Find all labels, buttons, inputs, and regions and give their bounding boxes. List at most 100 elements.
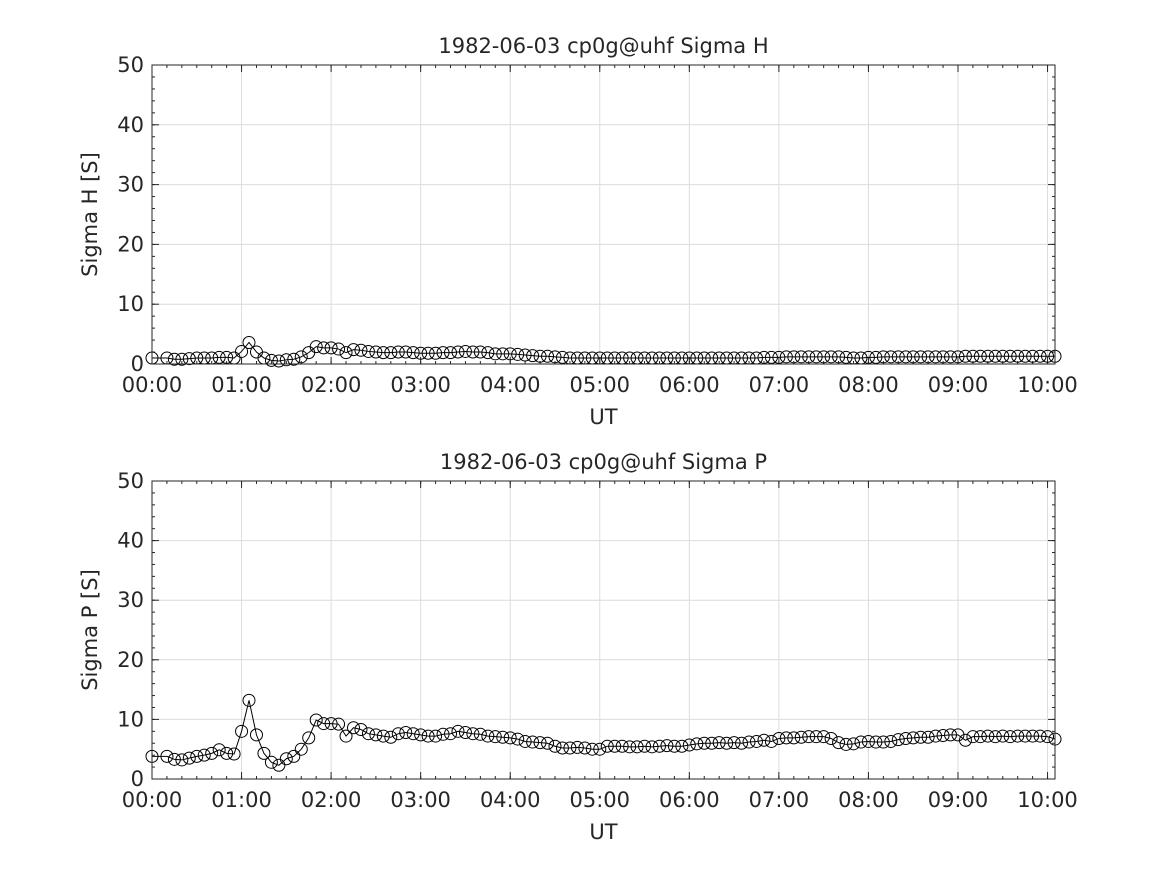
sigma-h-series-line [152,341,1055,362]
sigma-p-data-point [772,731,786,745]
sigma-p-data-point [958,733,972,747]
sigma-h-data-point [1011,349,1025,363]
sigma-h-data-point [981,349,995,363]
sigma-h-data-point [787,350,801,364]
sigma-p-data-point [906,731,920,745]
sigma-p-data-point [623,740,637,754]
sigma-h-data-point [220,350,234,364]
x-tick-label: 05:00 [570,788,631,812]
sigma-h-data-point [182,352,196,366]
sigma-h-data-point [548,350,562,364]
sigma-p-data-point [809,730,823,744]
x-tick-label: 03:00 [390,788,451,812]
sigma-p-data-point [1041,730,1055,744]
sigma-h-data-point [406,346,420,360]
sigma-h-data-point [294,350,308,364]
sigma-h-data-point [503,347,517,361]
sigma-p-data-point [824,731,838,745]
sigma-h-data-point [429,346,443,360]
y-tick-label: 20 [117,232,144,256]
sigma-h-data-point [332,342,346,356]
sigma-h-panel: 00:00 01:00 02:00 03:00 04:00 05:00 06:00 07:00… [78,34,1078,429]
sigma-p-data-point [690,737,704,751]
sigma-h-data-point [347,343,360,357]
x-tick-label: 08:00 [838,373,899,397]
sigma-p-data-point [600,739,614,753]
sigma-h-data-point [361,344,375,358]
sigma-p-data-point [742,735,756,749]
x-tick-label: 01:00 [211,788,272,812]
sigma-h-data-point [175,352,189,366]
sigma-h-data-point [212,350,226,364]
sigma-h-data-point [794,350,808,364]
sigma-p-data-point [436,727,450,741]
sigma-h-data-point [242,335,256,349]
x-tick-label: 05:00 [570,373,631,397]
x-tick-label: 02:00 [301,373,362,397]
sigma-p-data-point [593,742,607,756]
sigma-h-data-point [951,350,965,364]
sigma-p-data-point [167,752,181,766]
sigma-p-data-point [339,729,353,743]
sigma-h-data-point [817,350,831,364]
sigma-h-data-point [354,343,368,357]
sigma-p-data-point [973,730,987,744]
sigma-h-data-point [488,347,502,361]
sigma-h-data-point [1033,349,1047,363]
sigma-p-data-point [638,739,652,753]
sigma-h-data-point [279,353,293,367]
sigma-p-data-point [354,723,368,737]
sigma-h-data-point [973,349,987,363]
y-axis-label: Sigma H [S] [78,152,102,277]
sigma-p-data-point [697,736,711,750]
sigma-p-data-point [444,727,458,741]
sigma-h-data-point [399,345,413,359]
x-tick-label: 06:00 [659,788,720,812]
sigma-p-data-point [996,729,1010,743]
sigma-p-data-point [257,746,271,760]
sigma-p-data-point [309,713,323,727]
x-tick-label: 09:00 [928,373,989,397]
sigma-p-data-point [302,731,316,745]
x-tick-label: 01:00 [211,373,272,397]
sigma-p-data-point [578,741,592,755]
sigma-p-data-point [652,739,666,753]
y-tick-label: 30 [117,173,144,197]
y-tick-label: 0 [131,767,144,791]
sigma-h-data-point [906,350,920,364]
sigma-h-data-point [1003,349,1017,363]
sigma-h-data-point [899,350,913,364]
sigma-p-data-point [406,727,420,741]
sigma-p-data-point [212,743,226,757]
sigma-h-data-point [518,348,532,362]
sigma-p-data-point [1011,729,1025,743]
sigma-h-data-point [287,352,301,366]
sigma-p-data-point [347,721,360,735]
sigma-p-data-point [944,728,958,742]
sigma-h-data-point [1041,349,1055,363]
sigma-p-data-point [660,739,674,753]
y-axis-label: Sigma P [S] [78,569,102,691]
sigma-p-data-point [458,726,472,740]
sigma-p-data-point [235,724,249,738]
sigma-p-data-point [884,734,898,748]
sigma-p-data-point [585,742,599,756]
x-axis-label: UT [589,820,617,844]
sigma-h-data-point [891,350,905,364]
sigma-h-data-point [779,350,793,364]
sigma-h-data-point [809,350,823,364]
sigma-h-data-point [929,350,943,364]
x-tick-label: 08:00 [838,788,899,812]
x-tick-label: 03:00 [390,373,451,397]
sigma-h-data-point [444,346,458,360]
x-tick-label: 04:00 [480,788,541,812]
sigma-p-data-point [399,726,413,740]
sigma-p-data-point [429,729,443,743]
x-tick-label: 00:00 [122,373,183,397]
sigma-p-data-point [1033,729,1047,743]
sigma-p-data-point [287,749,301,763]
sigma-h-data-point [481,346,495,360]
sigma-p-data-point [914,730,928,744]
sigma-p-data-point [160,749,174,763]
